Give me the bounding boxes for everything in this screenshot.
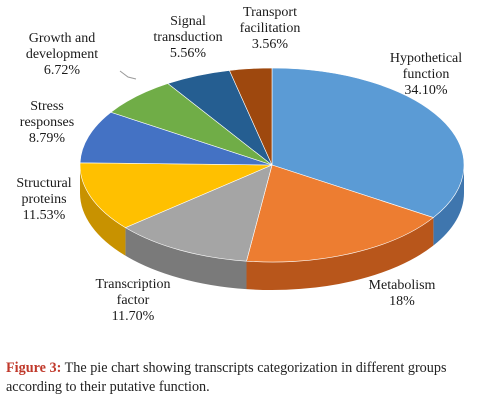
pie-slice-side-3 <box>80 165 126 256</box>
pie-slice-3 <box>79 162 273 228</box>
caption-label: Figure 3: <box>6 360 62 376</box>
slice-label-0: Hypothetical function 34.10% <box>390 51 462 98</box>
pie-slice-4 <box>79 111 273 166</box>
pie-slice-side-2 <box>125 227 247 290</box>
pie-sides <box>80 165 464 290</box>
slice-labels: Hypothetical function 34.10% Metabolism 18% T… <box>16 5 462 324</box>
pie-slice-1 <box>246 164 435 263</box>
slice-label-2: Transcription factor 11.70% <box>96 277 171 324</box>
slice-label-6: Signal transduction 5.56% <box>153 14 222 61</box>
pie-slice-0 <box>271 67 465 218</box>
pie-slice-7 <box>228 67 273 166</box>
slice-label-5: Growth and development 6.72% <box>26 31 98 78</box>
pie-slice-side-0 <box>433 165 464 246</box>
slice-label-7: Transport facilitation 3.56% <box>240 5 301 52</box>
caption-text: The pie chart showing transcripts catego… <box>6 360 447 395</box>
leader-lines <box>119 70 137 80</box>
slice-label-3: Structural proteins 11.53% <box>16 176 71 223</box>
slice-label-1: Metabolism 18% <box>369 278 436 309</box>
pie-slice-side-1 <box>246 217 434 290</box>
pie-slices <box>79 67 465 263</box>
leader-line-growth <box>119 70 137 80</box>
slice-label-4: Stress responses 8.79% <box>20 99 74 146</box>
figure-caption: Figure 3: The pie chart showing transcri… <box>6 359 480 397</box>
pie-slice-2 <box>124 164 273 262</box>
